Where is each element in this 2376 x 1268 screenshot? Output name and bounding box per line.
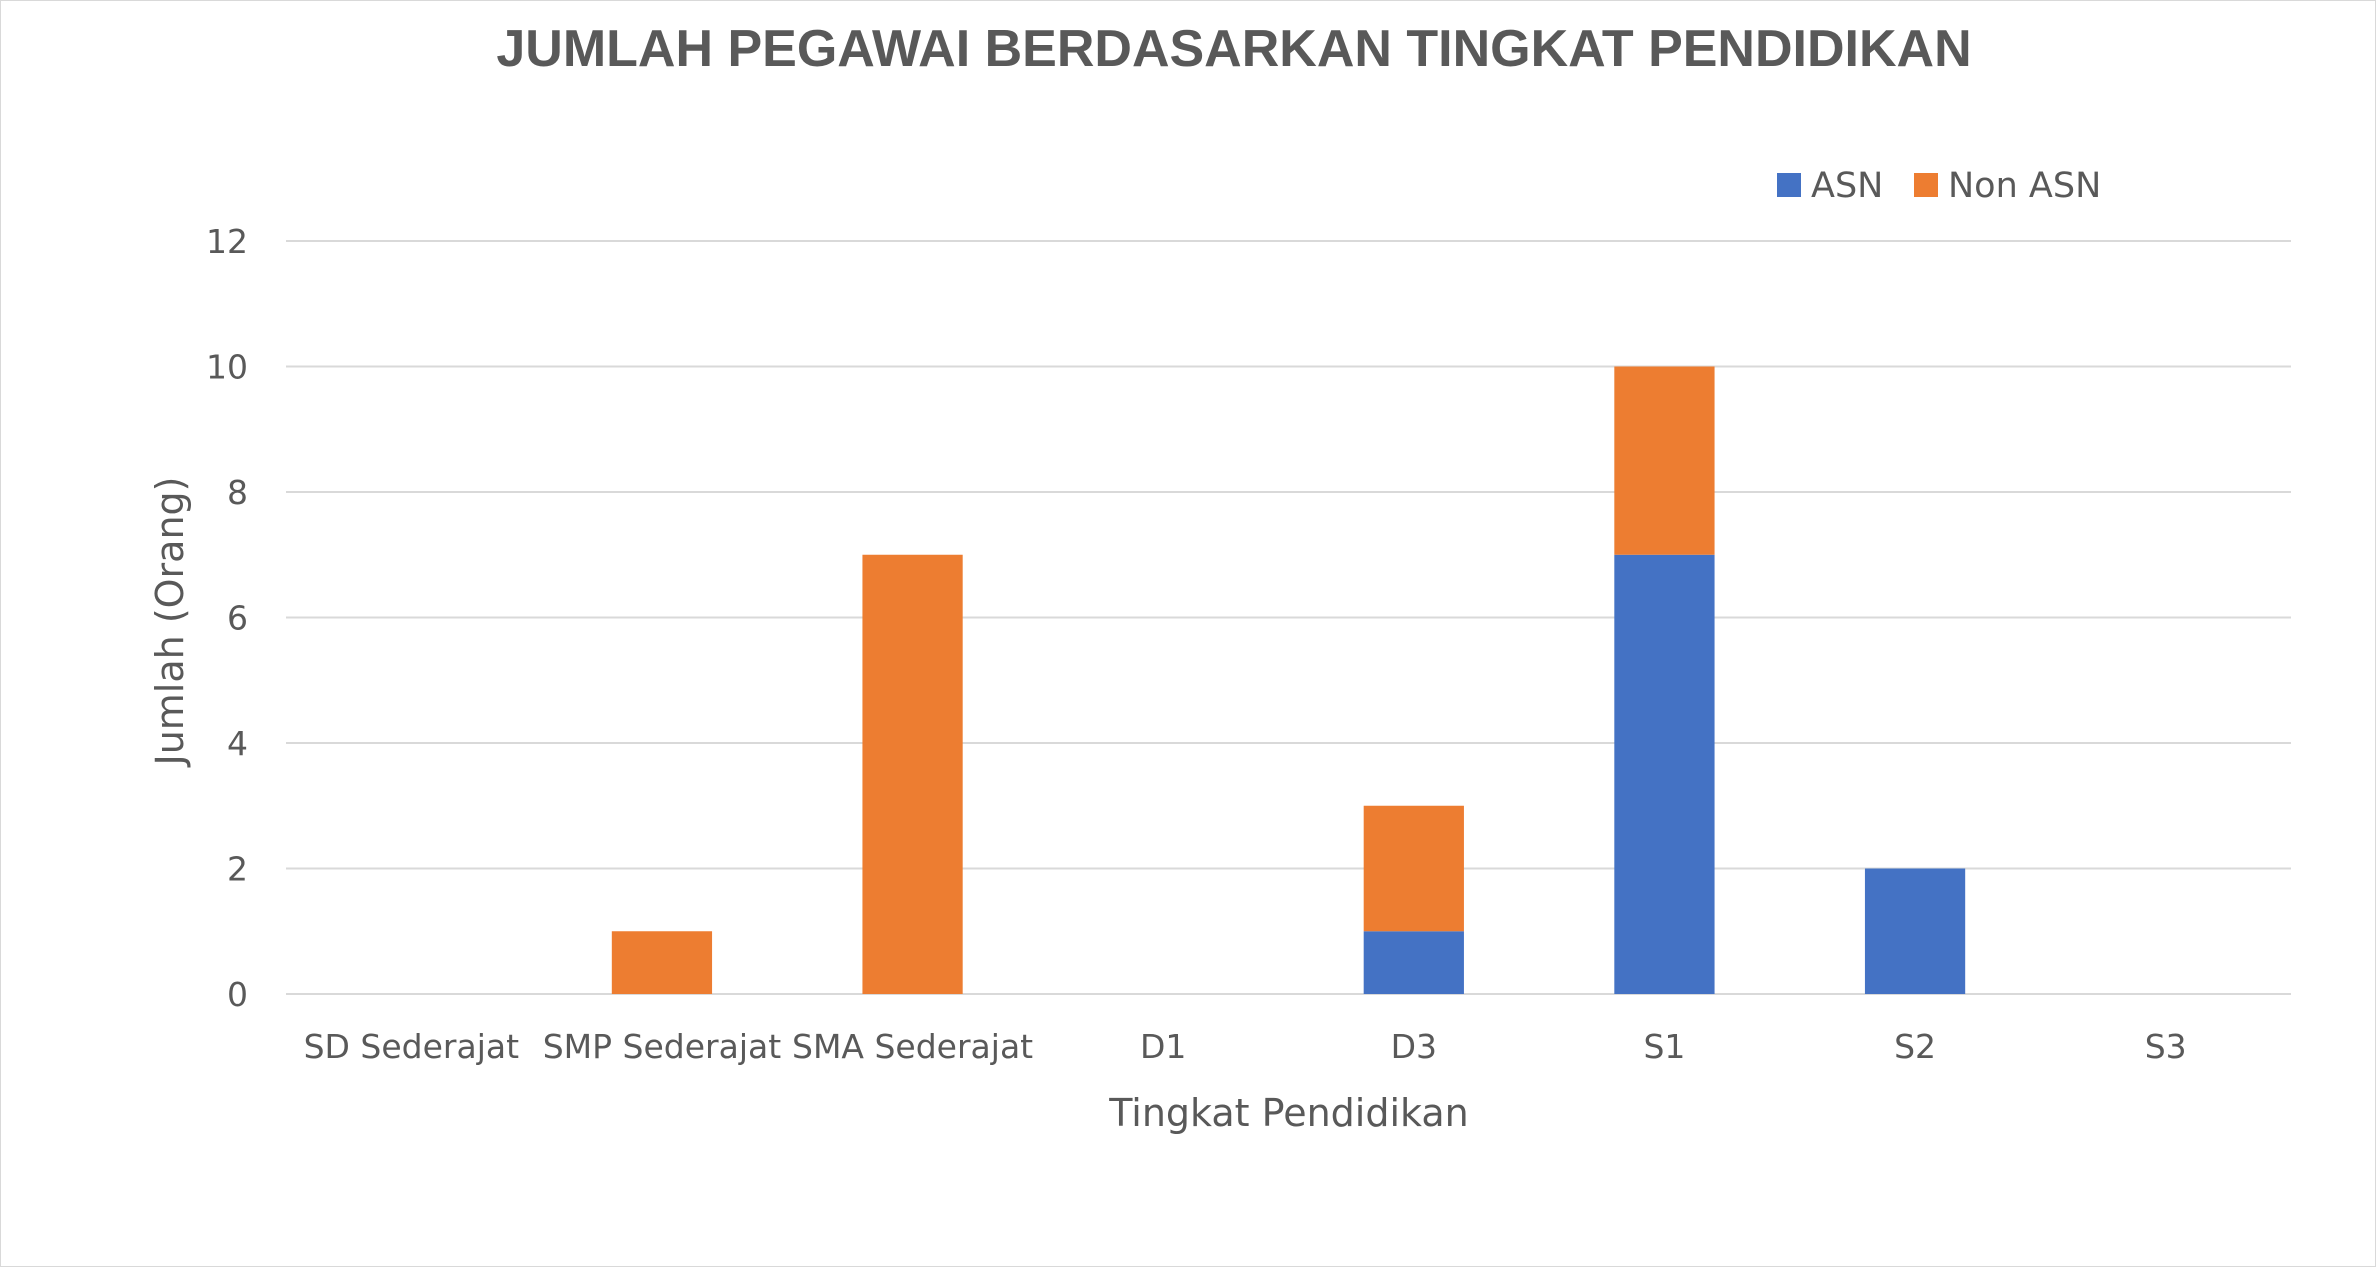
x-tick-label: D1	[1140, 1027, 1186, 1066]
x-tick-label: S2	[1894, 1027, 1936, 1066]
y-tick-label: 6	[227, 599, 248, 638]
bar-non-asn-s1	[1614, 366, 1715, 555]
bar-asn-d3	[1363, 931, 1464, 994]
legend-label-non-asn: Non ASN	[1948, 166, 2101, 206]
y-tick-label: 8	[227, 473, 248, 512]
legend-label-asn: ASN	[1811, 166, 1883, 206]
chart-title: JUMLAH PEGAWAI BERDASARKAN TINGKAT PENDI…	[496, 20, 1971, 78]
legend-swatch-asn	[1777, 173, 1801, 197]
bar-asn-s1	[1614, 554, 1715, 994]
y-tick-label: 4	[227, 724, 248, 763]
bars	[611, 366, 1966, 994]
x-tick-label: SMP Sederajat	[543, 1027, 781, 1066]
legend-swatch-non-asn	[1914, 173, 1938, 197]
bar-non-asn-smp-sederajat	[611, 931, 713, 994]
x-tick-label: S3	[2145, 1027, 2187, 1066]
x-axis-ticks: SD Sederajat SMP Sederajat SMA Sederajat D1…	[304, 1027, 2187, 1066]
y-axis-ticks: 0 2 4 6 8 10 12	[206, 222, 248, 1014]
x-tick-label: SD Sederajat	[304, 1027, 520, 1066]
bar-non-asn-d3	[1363, 805, 1464, 932]
x-tick-label: D3	[1391, 1027, 1437, 1066]
y-tick-label: 0	[227, 975, 248, 1014]
y-tick-label: 2	[227, 850, 248, 889]
x-tick-label: SMA Sederajat	[792, 1027, 1033, 1066]
x-tick-label: S1	[1643, 1027, 1685, 1066]
y-axis-title: Jumlah (Orang)	[148, 477, 192, 768]
y-tick-label: 10	[206, 348, 248, 387]
bar-asn-s2	[1864, 868, 1966, 994]
bar-non-asn-sma-sederajat	[862, 554, 963, 994]
legend: ASN Non ASN	[1777, 166, 2101, 206]
x-axis-title: Tingkat Pendidikan	[1108, 1091, 1469, 1135]
y-tick-label: 12	[206, 222, 248, 261]
gridlines	[286, 240, 2291, 995]
